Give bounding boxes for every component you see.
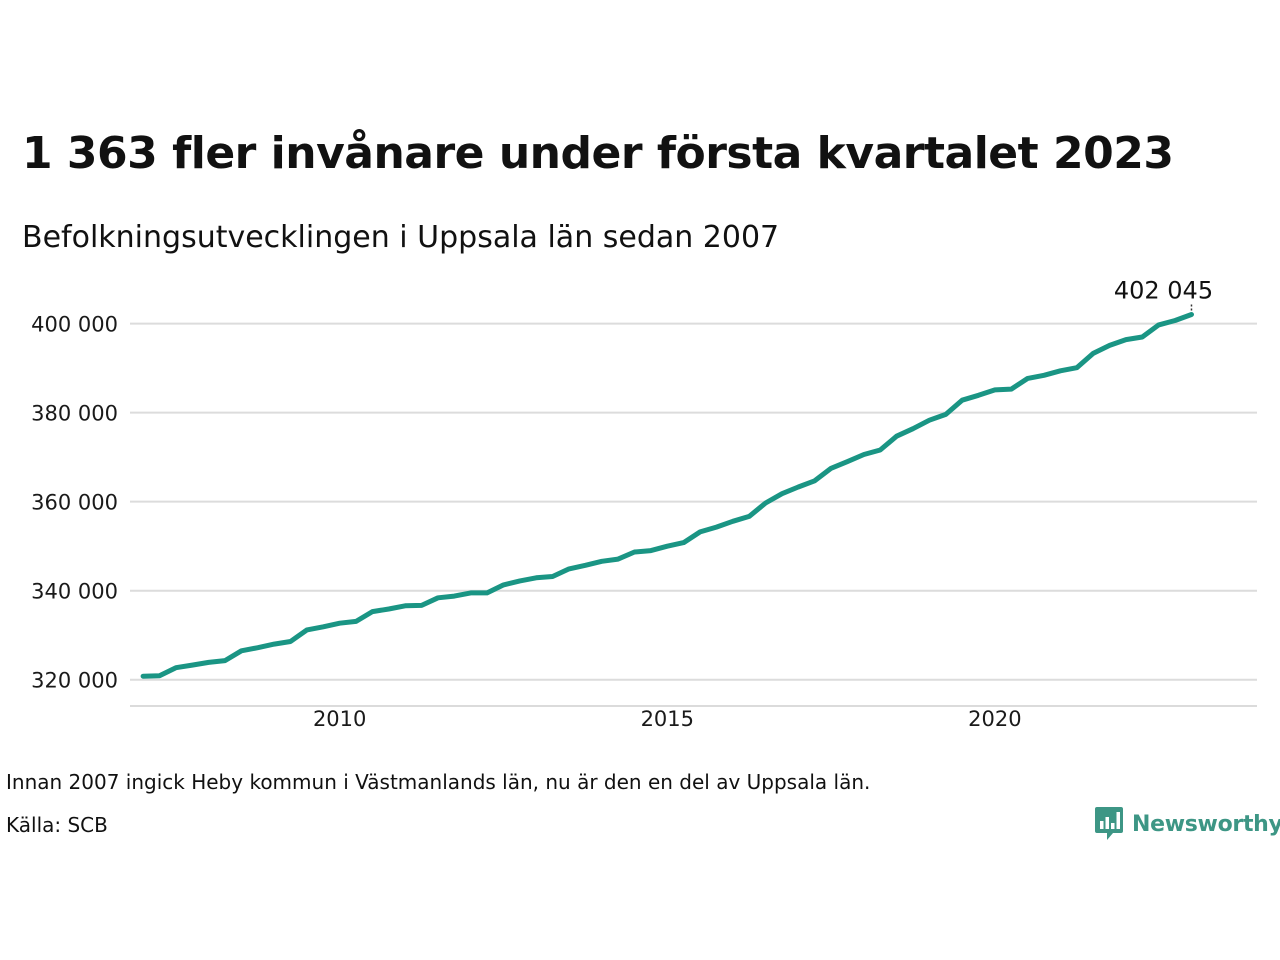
brand-name: Newsworthy bbox=[1132, 811, 1280, 837]
chart-note: Innan 2007 ingick Heby kommun i Västmanl… bbox=[6, 770, 871, 794]
y-tick-label: 400 000 bbox=[31, 313, 118, 337]
x-axis: 2010 2015 2020 bbox=[130, 705, 1257, 731]
series-layer bbox=[140, 312, 1194, 679]
end-value-label: 402 045 bbox=[1114, 277, 1213, 305]
chart-subtitle: Befolkningsutvecklingen i Uppsala län se… bbox=[22, 220, 780, 255]
grid-lines bbox=[130, 322, 1257, 681]
x-tick-label: 2020 bbox=[968, 707, 1021, 731]
y-tick-label: 380 000 bbox=[31, 402, 118, 426]
y-tick-label: 360 000 bbox=[31, 491, 118, 515]
bar-chart-speech-bubble-icon bbox=[1095, 807, 1123, 840]
y-tick-label: 320 000 bbox=[31, 669, 118, 693]
chart-source: Källa: SCB bbox=[6, 813, 108, 837]
brand-logo: Newsworthy bbox=[1094, 806, 1280, 842]
x-tick-label: 2010 bbox=[313, 707, 366, 731]
series-line bbox=[140, 312, 1194, 679]
line-chart: 320 000 340 000 360 000 380 000 400 000 2010… bbox=[31, 277, 1257, 731]
x-tick-label: 2015 bbox=[641, 707, 694, 731]
annotations: 402 045 bbox=[1114, 277, 1213, 311]
y-tick-label: 340 000 bbox=[31, 580, 118, 604]
y-axis-ticks: 320 000 340 000 360 000 380 000 400 000 bbox=[31, 313, 118, 693]
chart-title: 1 363 fler invånare under första kvartal… bbox=[22, 128, 1174, 179]
